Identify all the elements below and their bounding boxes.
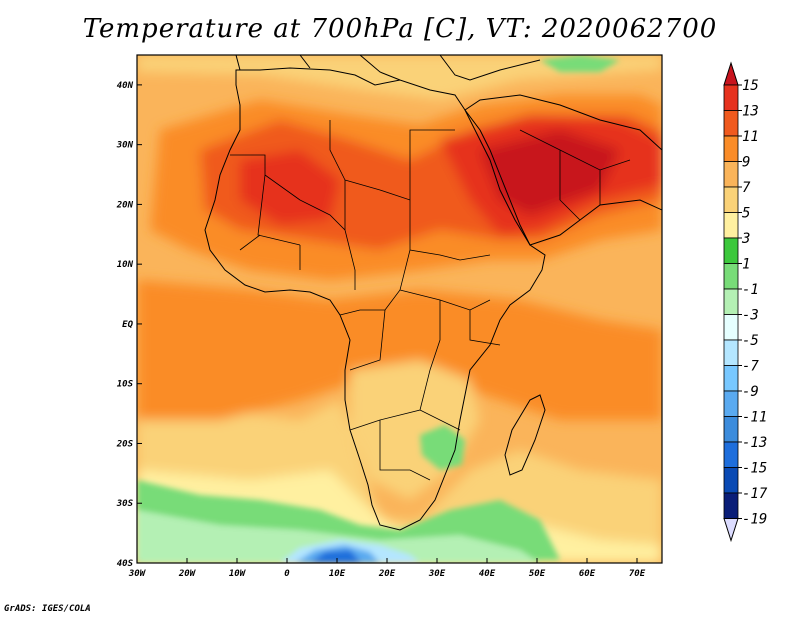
colorbar-label: -5: [742, 333, 759, 349]
colorbar-segment: [723, 186, 739, 213]
lon-tick-label: 30W: [128, 569, 147, 579]
lon-tick-label: 30E: [428, 569, 446, 579]
country-borders: [230, 120, 631, 481]
lon-tick-label: 60E: [579, 569, 596, 579]
lat-tick-label: 20N: [116, 200, 134, 210]
temperature-field: [137, 55, 662, 563]
colorbar-segment: [723, 441, 739, 468]
lon-tick-label: 10W: [229, 569, 247, 579]
lon-tick-label: 50E: [529, 569, 546, 579]
colorbar-segment: [723, 110, 739, 137]
colorbar-segment: [723, 84, 739, 111]
colorbar-segment: [723, 492, 739, 519]
lon-axis: 30W 20W 10W 0 10E 20E 30E 40E 50E 60E 70E: [128, 558, 646, 579]
field-south-light-green: [137, 510, 540, 563]
colorbar-label: 1: [742, 257, 750, 273]
field-green-zimbabwe: [420, 425, 465, 470]
lat-tick-label: 10S: [117, 380, 134, 390]
colorbar-label: 15: [742, 78, 759, 94]
lon-tick-label: 20E: [378, 569, 396, 579]
lon-tick-label: 0: [284, 569, 290, 579]
field-north-band: [137, 55, 662, 100]
colorbar-label: -7: [742, 359, 759, 375]
colorbar-top-arrow: [723, 61, 739, 86]
colorbar-label: 3: [741, 231, 750, 247]
colorbar-segment: [723, 263, 739, 290]
colorbar-label: -3: [742, 308, 759, 324]
colorbar-label: 9: [742, 155, 750, 171]
colorbar-segment: [723, 288, 739, 315]
colorbar-label: -13: [742, 435, 767, 451]
map-frame: [136, 54, 663, 564]
colorbar-segment: [723, 339, 739, 366]
map-title: Temperature at 700hPa [C], VT: 202006270…: [82, 14, 718, 44]
colorbar-segment: [723, 416, 739, 443]
colorbar-label: 13: [742, 104, 759, 120]
colorbar-label: -9: [742, 384, 759, 400]
colorbar-label: -1: [742, 282, 759, 298]
colorbar-label: 7: [742, 180, 751, 196]
europe-coastline: [235, 55, 541, 81]
coastlines: [204, 55, 662, 531]
colorbar-segment: [723, 237, 739, 264]
colorbar: 15 13 11 9 7 5 3 1 -1 -3 -5 -7 -9 -11 -13 -15 -17 -19: [723, 61, 768, 543]
lon-tick-label: 20W: [178, 569, 197, 579]
lon-tick-label: 40E: [479, 569, 496, 579]
colorbar-segment: [723, 212, 739, 239]
field-tropical-warm: [137, 280, 662, 420]
border-lines: [230, 120, 631, 481]
colorbar-segment: [723, 390, 739, 417]
lat-tick-label: EQ: [122, 320, 133, 330]
arabia-coastline: [464, 94, 662, 246]
colorbar-bottom-arrow: [723, 518, 739, 543]
colorbar-segment: [723, 135, 739, 162]
lat-tick-label: 30S: [116, 499, 134, 509]
colorbar-label: 5: [742, 206, 750, 222]
lon-tick-label: 10E: [329, 569, 346, 579]
colorbar-label: 11: [742, 129, 759, 145]
lat-tick-label: 40S: [117, 559, 134, 569]
colorbar-segment: [723, 365, 739, 392]
lat-axis: 40N 30N 20N 10N EQ 10S 20S 30S 40S: [116, 81, 142, 569]
lat-tick-label: 30N: [116, 141, 134, 151]
colorbar-label: -17: [742, 486, 768, 502]
colorbar-label: -11: [742, 410, 767, 426]
africa-coastline: [204, 67, 546, 531]
field-hottest-arabia: [480, 130, 620, 215]
field-green-north: [540, 55, 620, 72]
colorbar-segment: [723, 161, 739, 188]
colorbar-segment: [723, 314, 739, 341]
colorbar-label: -19: [742, 512, 767, 528]
lat-tick-label: 20S: [116, 439, 134, 449]
grads-credit: GrADS: IGES/COLA: [4, 604, 91, 614]
field-cold-core: [310, 550, 362, 563]
lat-tick-label: 10N: [117, 260, 134, 270]
colorbar-segment: [723, 467, 739, 494]
lon-tick-label: 70E: [629, 569, 646, 579]
madagascar-coastline: [504, 394, 546, 476]
colorbar-label: -15: [742, 461, 767, 477]
lat-tick-label: 40N: [117, 81, 134, 91]
